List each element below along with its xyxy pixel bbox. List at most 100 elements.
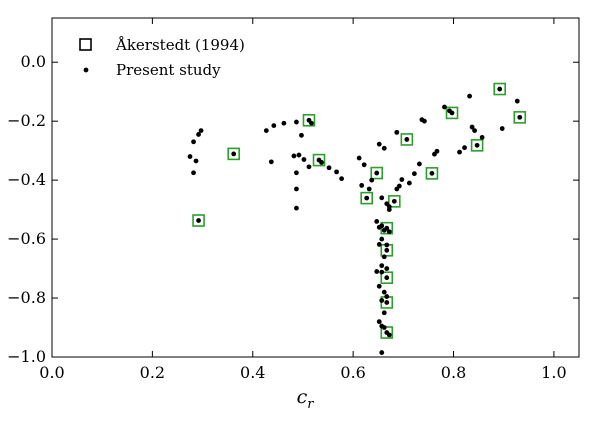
reference-data-point	[387, 195, 401, 208]
present-study-data-point	[429, 170, 435, 176]
present-study-data-point	[467, 93, 472, 99]
present-study-data-point	[381, 254, 387, 260]
reference-data-point	[360, 191, 373, 205]
x-tick-label: 0.4	[240, 363, 265, 382]
present-study-data-point	[294, 186, 299, 192]
present-study-data-point	[379, 350, 385, 355]
reference-data-point	[445, 106, 459, 120]
present-study-data-point	[364, 195, 370, 201]
present-study-data-point	[386, 229, 392, 235]
reference-data-point	[400, 133, 414, 146]
present-study-data-point	[376, 141, 382, 147]
present-study-data-point	[198, 128, 204, 134]
present-study-data-point	[379, 298, 385, 303]
present-study-data-point	[369, 177, 375, 183]
y-tick-label: −0.6	[7, 229, 46, 248]
present-study-data-point	[271, 123, 277, 128]
reference-data-point	[493, 82, 506, 96]
present-study-data-point	[196, 132, 201, 137]
present-study-data-point	[462, 145, 467, 151]
reference-data-point	[513, 111, 527, 124]
present-study-data-point	[281, 120, 287, 126]
present-study-data-point	[296, 152, 302, 158]
reference-data-point	[192, 214, 205, 227]
present-study-data-point	[191, 139, 196, 145]
reference-data-point	[470, 139, 484, 152]
present-study-data-point	[394, 129, 400, 135]
present-study-data-point	[381, 325, 387, 330]
y-tick-label: −0.2	[7, 111, 46, 130]
present-study-data-point	[384, 275, 390, 281]
x-tick-label: 1.0	[541, 363, 566, 382]
x-axis-label: cr	[297, 386, 315, 412]
present-study-data-point	[384, 266, 390, 271]
present-study-data-point	[374, 219, 380, 224]
present-study-data-point	[361, 162, 367, 168]
present-study-data-point	[294, 205, 299, 211]
present-study-data-point	[384, 225, 390, 231]
present-study-data-point	[381, 289, 387, 295]
present-study-data-point	[376, 319, 382, 325]
present-study-data-point	[334, 169, 339, 175]
present-study-data-point	[499, 126, 505, 131]
present-study-data-point	[376, 283, 382, 289]
present-study-data-point	[514, 98, 520, 104]
present-study-data-point	[193, 158, 199, 164]
present-study-data-point	[379, 236, 385, 242]
reference-data-point	[425, 167, 439, 180]
x-tick-label: 0.6	[340, 363, 365, 382]
legend-label-reference: Åkerstedt (1994)	[115, 36, 245, 54]
present-study-data-point	[291, 153, 297, 159]
legend-marker-reference	[79, 38, 92, 51]
present-study-data-point	[306, 164, 312, 170]
present-study-data-point	[326, 165, 332, 171]
y-tick-label: −0.4	[7, 170, 46, 189]
legend: Åkerstedt (1994) Present study	[79, 36, 245, 79]
present-study-data-point	[294, 119, 299, 125]
present-study-data-point	[231, 151, 237, 157]
present-study-data-point	[497, 86, 503, 92]
x-tick-label: 0.8	[441, 363, 466, 382]
present-study-data-point	[416, 161, 422, 167]
present-study-data-point	[457, 149, 462, 155]
present-study-data-point	[396, 183, 402, 189]
reference-data-point	[302, 113, 316, 127]
present-study-data-point	[379, 195, 385, 201]
present-study-data-point	[379, 223, 385, 229]
present-study-data-point	[472, 128, 478, 134]
x-tick-label: 0.0	[39, 363, 64, 382]
plot-frame	[51, 17, 580, 358]
reference-data-point	[380, 271, 394, 285]
data-points	[187, 82, 527, 355]
reference-data-point	[227, 147, 240, 161]
present-study-data-point	[379, 263, 385, 269]
present-study-data-point	[404, 137, 410, 142]
present-study-data-point	[386, 207, 392, 213]
present-study-data-point	[294, 170, 299, 176]
present-study-data-point	[309, 120, 314, 126]
present-study-data-point	[384, 242, 390, 248]
legend-label-present: Present study	[116, 61, 221, 79]
x-axis-label-subscript: r	[307, 397, 314, 412]
reference-data-point	[312, 153, 326, 167]
present-study-data-point	[366, 186, 372, 192]
y-tick-label: 0.0	[21, 52, 46, 71]
present-study-data-point	[187, 154, 193, 159]
present-study-data-point	[374, 269, 380, 274]
present-study-data-point	[359, 183, 365, 188]
present-study-data-point	[442, 104, 447, 110]
present-study-data-point	[196, 218, 201, 223]
present-study-data-point	[376, 241, 382, 247]
present-study-data-point	[356, 155, 362, 161]
x-axis-label-main: c	[297, 386, 308, 408]
y-tick-label: −0.8	[7, 288, 46, 307]
present-study-data-point	[299, 132, 304, 138]
x-tick-label: 0.2	[140, 363, 165, 382]
present-study-data-point	[449, 110, 455, 116]
present-study-data-point	[422, 118, 427, 124]
present-study-data-point	[479, 134, 485, 140]
present-study-data-point	[381, 310, 387, 316]
present-study-data-point	[268, 159, 274, 165]
present-study-data-point	[339, 176, 344, 182]
